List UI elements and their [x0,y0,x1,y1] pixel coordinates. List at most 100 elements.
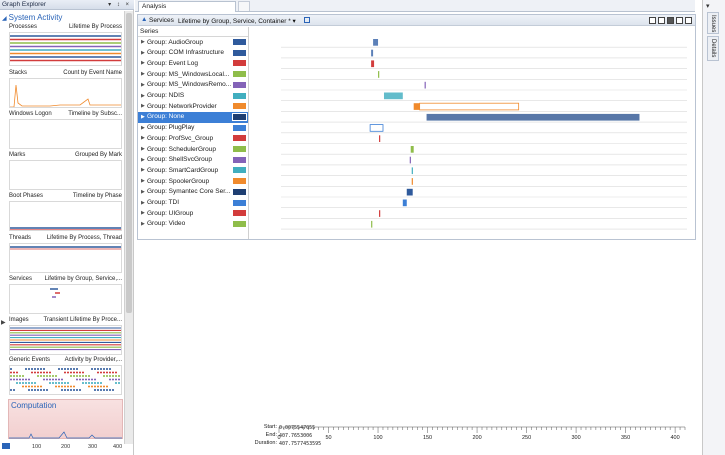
series-row[interactable]: ▶ Group: TDI [138,198,248,209]
computation-section[interactable]: Computation [8,399,123,439]
series-color-swatch[interactable] [233,146,246,152]
expand-row-icon[interactable]: ▶ [141,135,145,142]
graph-thumbnail[interactable]: Generic Events Activity by Provider,... [9,357,122,396]
gantt-bar[interactable] [419,102,520,111]
preset-dropdown[interactable]: Lifetime by Group, Service, Container * … [178,17,296,25]
graph-thumbnail[interactable]: Marks Grouped By Mark [9,152,122,191]
series-color-swatch[interactable] [233,135,246,142]
system-activity-section[interactable]: ◢ System Activity [2,13,62,22]
graph-thumbnail[interactable]: Processes Lifetime By Process [9,24,122,67]
expand-row-icon[interactable]: ▶ [141,71,145,78]
gantt-bar[interactable] [379,135,381,142]
expand-row-icon[interactable]: ▶ [141,167,145,174]
gantt-bar[interactable] [413,103,420,110]
gantt-bar[interactable] [406,188,413,196]
gantt-bar[interactable] [371,60,375,68]
expand-row-icon[interactable]: ▶ [141,199,145,206]
series-color-swatch[interactable] [233,71,246,78]
tab-analysis[interactable]: Analysis [138,1,236,12]
series-color-swatch[interactable] [233,167,246,174]
expand-row-icon[interactable]: ▶ [141,49,145,56]
timeline-range-icon[interactable] [2,443,10,449]
expand-row-icon[interactable]: ▶ [141,156,145,163]
series-row[interactable]: ▶ Group: SmartCardGroup [138,165,248,176]
graph-explorer-scrollbar[interactable] [124,11,133,444]
pane-window-buttons[interactable]: ▾ ↕ × [108,2,131,8]
series-row[interactable]: ▶ Group: None [138,111,248,123]
expand-row-icon[interactable]: ▶ [141,39,145,45]
expand-row-icon[interactable]: ▶ [141,113,145,120]
expand-row-icon[interactable]: ▶ [141,92,145,99]
series-color-swatch[interactable] [233,156,246,163]
collapse-triangle-icon[interactable]: ◢ [2,16,7,22]
gantt-bar[interactable] [371,220,373,228]
series-color-swatch[interactable] [232,112,247,121]
close-graph-button[interactable] [685,17,692,24]
series-color-swatch[interactable] [233,39,246,45]
series-row[interactable]: ▶ Group: MS_WindowsLocal... [138,69,248,80]
ruler-scale[interactable]: 0 50 100 150 200 250 300 350 400 [195,424,695,452]
dropdown-arrow-icon[interactable]: ▾ [706,3,710,10]
graph-options-icon[interactable] [304,17,310,23]
issues-tab[interactable]: Issues [707,12,719,34]
view-graph-only-button[interactable] [649,17,656,24]
gantt-bar[interactable] [424,81,426,89]
series-color-swatch[interactable] [233,103,246,110]
gantt-bar[interactable] [410,146,414,153]
series-color-swatch[interactable] [233,81,246,88]
gantt-bar[interactable] [369,124,384,132]
series-row[interactable]: ▶ Group: Event Log [138,58,248,69]
series-row[interactable]: ▶ Group: SchedulerGroup [138,144,248,155]
expand-row-icon[interactable]: ▶ [141,188,145,195]
series-row[interactable]: ▶ Group: AudioGroup [138,37,248,48]
graph-thumbnail[interactable]: Windows Logon Timeline by Subsc... [9,111,122,150]
series-row[interactable]: ▶ Group: NDIS [138,91,248,102]
view-table-only-button[interactable] [658,17,665,24]
series-color-swatch[interactable] [233,178,246,185]
expand-row-icon[interactable]: ▶ [141,146,145,152]
series-color-swatch[interactable] [233,199,246,206]
graph-thumbnail[interactable]: Threads Lifetime By Process, Thread [9,235,122,274]
series-divider[interactable] [248,27,249,239]
images-expand-arrow-icon[interactable]: ▶ [1,320,6,326]
expand-row-icon[interactable]: ▶ [141,124,145,131]
expand-row-icon[interactable]: ▶ [141,81,145,88]
series-row[interactable]: ▶ Group: PlugPlay [138,123,248,134]
new-tab-button[interactable] [238,1,250,11]
gantt-bar[interactable] [373,39,379,46]
series-color-swatch[interactable] [233,188,246,195]
gantt-bar[interactable] [371,49,374,57]
series-row[interactable]: ▶ Group: ShellSvcGroup [138,155,248,166]
series-row[interactable]: ▶ Group: NetworkProvider [138,101,248,112]
series-row[interactable]: ▶ Group: MS_WindowsRemo... [138,80,248,91]
series-color-swatch[interactable] [233,124,246,131]
series-row[interactable]: ▶ Group: SpoolerGroup [138,176,248,187]
series-color-swatch[interactable] [233,220,246,227]
collapse-graph-icon[interactable]: ▲ [141,16,148,23]
gantt-bar[interactable] [383,92,403,100]
gantt-plot-area[interactable] [249,37,695,239]
gantt-bar[interactable] [378,71,380,78]
series-color-swatch[interactable] [233,60,246,67]
gantt-bar[interactable] [402,199,407,207]
view-split-button[interactable] [676,17,683,24]
graph-thumbnail[interactable]: Boot Phases Timeline by Phase [9,193,122,232]
gantt-bar[interactable] [426,113,640,121]
series-color-swatch[interactable] [233,49,246,56]
series-row[interactable]: ▶ Group: ProfSvc_Group [138,133,248,144]
gantt-bar[interactable] [411,167,413,175]
series-row[interactable]: ▶ Group: Symantec Core Ser... [138,187,248,198]
scrollbar-thumb[interactable] [126,13,132,313]
expand-row-icon[interactable]: ▶ [141,60,145,67]
expand-row-icon[interactable]: ▶ [141,103,145,110]
series-row[interactable]: ▶ Group: COM Infrastructure [138,48,248,59]
gantt-bar[interactable] [379,210,381,217]
gantt-bar[interactable] [409,156,411,164]
series-color-swatch[interactable] [233,210,246,217]
series-row[interactable]: ▶ Group: UIGroup [138,208,248,219]
expand-row-icon[interactable]: ▶ [141,220,145,227]
details-tab[interactable]: Details [707,36,719,61]
graph-thumbnail[interactable]: Services Lifetime by Group, Service,... [9,276,122,315]
graph-thumbnail[interactable]: Images Transient Lifetime By Proce... [9,317,122,356]
series-color-swatch[interactable] [233,92,246,99]
